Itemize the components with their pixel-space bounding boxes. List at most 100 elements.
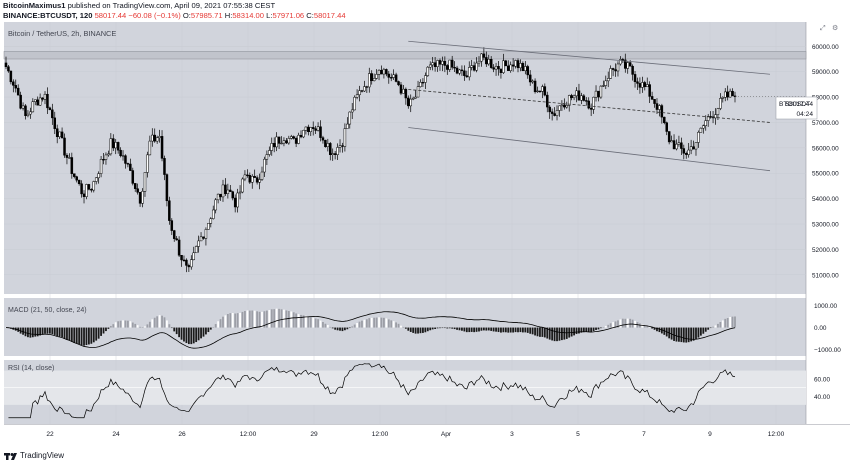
- ohlc-header: BINANCE:BTCUSDT, 120 58017.44 −60.08 (−0…: [3, 11, 850, 21]
- tradingview-logo-icon[interactable]: [4, 451, 18, 461]
- macd-histogram-bar: [190, 327, 193, 345]
- macd-histogram-bar: [436, 327, 439, 329]
- macd-histogram-bar: [404, 327, 407, 329]
- macd-histogram-bar: [453, 327, 456, 330]
- macd-histogram-bar: [148, 321, 151, 328]
- candle-up: [143, 172, 147, 192]
- candle-down: [231, 191, 234, 199]
- macd-histogram-bar: [541, 327, 544, 337]
- macd-histogram-bar: [412, 327, 415, 333]
- macd-histogram-bar: [31, 327, 34, 338]
- candle-down: [153, 134, 156, 142]
- macd-histogram-bar: [478, 327, 480, 332]
- low-label: L:: [266, 11, 273, 20]
- price-tick-label: 54000.00: [812, 196, 839, 203]
- candle-up: [238, 191, 242, 194]
- macd-histogram-bar: [183, 327, 185, 342]
- settings-icon[interactable]: ⚙: [832, 24, 838, 32]
- candle-up: [58, 131, 61, 137]
- macd-histogram-bar: [251, 310, 254, 328]
- candle-down: [597, 90, 600, 98]
- candle-up: [268, 150, 271, 155]
- candle-up: [719, 98, 722, 109]
- footer-brand[interactable]: TradingView: [20, 451, 65, 460]
- candle-up: [211, 209, 215, 219]
- macd-histogram-bar: [487, 327, 490, 331]
- candle-up: [107, 153, 110, 156]
- candle-up: [558, 105, 561, 111]
- macd-histogram-bar: [482, 327, 485, 331]
- candle-up: [702, 125, 705, 129]
- candle-up: [104, 154, 108, 160]
- candle-down: [272, 143, 276, 148]
- macd-histogram-bar: [105, 327, 107, 332]
- macd-histogram-bar: [166, 320, 168, 328]
- candle-up: [487, 59, 490, 65]
- macd-histogram-bar: [573, 327, 575, 336]
- expand-icon[interactable]: ⤢: [820, 25, 826, 32]
- macd-histogram-bar: [270, 309, 273, 328]
- candle-down: [126, 163, 130, 165]
- candle-down: [455, 67, 459, 74]
- macd-histogram-bar: [534, 327, 536, 336]
- candle-down: [187, 265, 191, 268]
- candle-down: [116, 142, 120, 151]
- macd-histogram-bar: [543, 327, 546, 338]
- macd-histogram-bar: [446, 327, 449, 329]
- candle-down: [684, 153, 688, 155]
- chart-canvas[interactable]: 51000.0052000.0053000.0054000.0055000.00…: [0, 22, 850, 449]
- macd-histogram-bar: [66, 327, 68, 340]
- macd-histogram-bar: [502, 327, 505, 333]
- macd-histogram-bar: [273, 309, 276, 328]
- macd-histogram-bar: [402, 326, 405, 328]
- candle-down: [653, 99, 656, 104]
- close-label: C:: [306, 11, 314, 20]
- macd-histogram-bar: [729, 317, 732, 328]
- author-name[interactable]: BitcoinMaximus1: [3, 1, 66, 10]
- candle-up: [297, 134, 300, 144]
- candle-down: [9, 70, 13, 83]
- candle-down: [453, 67, 456, 69]
- macd-histogram-bar: [458, 327, 461, 331]
- macd-histogram-bar: [602, 327, 605, 328]
- candle-up: [580, 95, 583, 101]
- macd-histogram-bar: [339, 327, 341, 331]
- macd-histogram-bar: [492, 327, 495, 332]
- macd-histogram-bar: [61, 327, 63, 338]
- candle-down: [397, 81, 400, 86]
- macd-histogram-bar: [365, 319, 368, 328]
- candle-up: [536, 90, 539, 93]
- macd-histogram-bar: [726, 318, 729, 328]
- candle-down: [324, 139, 327, 148]
- macd-histogram-bar: [643, 325, 646, 328]
- macd-histogram-bar: [475, 327, 478, 332]
- macd-histogram-bar: [178, 327, 181, 338]
- macd-indicator: [5, 308, 736, 349]
- candle-up: [677, 142, 681, 145]
- macd-histogram-bar: [375, 317, 378, 328]
- candle-up: [419, 82, 422, 87]
- macd-histogram-bar: [441, 327, 444, 329]
- published-text: published on TradingView.com, April 09, …: [67, 1, 276, 10]
- candle-down: [492, 67, 495, 70]
- price-change: −60.08 (−0.1%): [128, 11, 181, 20]
- candle-up: [514, 60, 517, 67]
- candle-up: [343, 128, 347, 147]
- macd-histogram-bar: [214, 324, 217, 328]
- candle-down: [672, 140, 676, 150]
- macd-histogram-bar: [390, 320, 393, 328]
- candle-down: [611, 68, 615, 70]
- macd-histogram-bar: [426, 327, 429, 332]
- candle-up: [541, 86, 544, 92]
- last-price: 58017.44: [94, 11, 127, 20]
- macd-histogram-bar: [519, 327, 522, 333]
- candle-up: [467, 67, 471, 78]
- settings-icons[interactable]: ⤢ ⚙: [820, 24, 838, 32]
- candle-down: [692, 146, 695, 150]
- candle-down: [314, 128, 317, 131]
- candle-down: [255, 177, 259, 183]
- macd-histogram-bar: [46, 327, 49, 334]
- macd-histogram-bar: [97, 327, 100, 339]
- candle-down: [538, 90, 542, 93]
- macd-histogram-bar: [585, 327, 588, 332]
